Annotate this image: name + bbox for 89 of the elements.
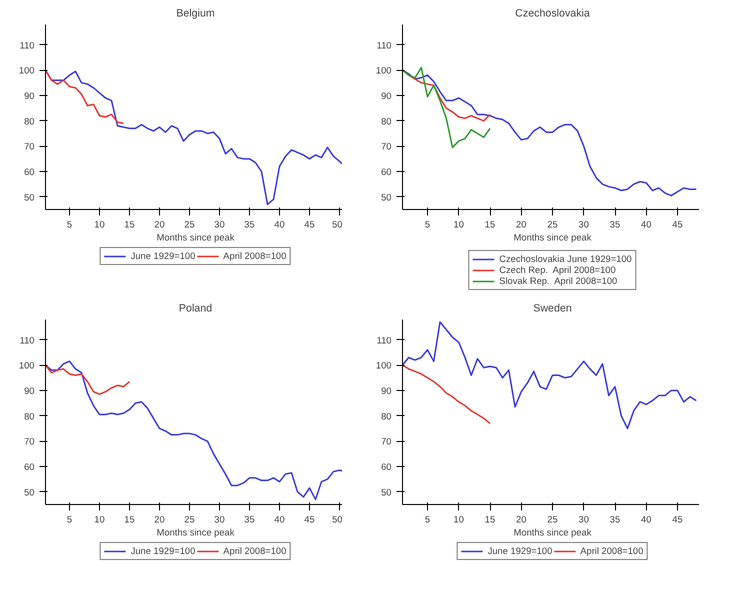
x-tick-label: 35 — [244, 220, 255, 230]
y-tick-label: 70 — [381, 436, 392, 447]
x-tick-label: 45 — [304, 220, 315, 230]
line-series — [402, 69, 697, 196]
line-series — [402, 364, 491, 424]
x-tick-label: 25 — [547, 514, 558, 524]
x-tick-label: 35 — [244, 514, 255, 524]
legend-label: April 2008=100 — [223, 251, 286, 261]
y-tick-label: 50 — [24, 487, 35, 498]
legend-label: April 2008=100 — [223, 546, 286, 556]
x-tick-label: 45 — [672, 220, 683, 230]
x-tick-label: 15 — [124, 220, 135, 230]
x-tick-label: 40 — [641, 514, 652, 524]
x-tick-label: 20 — [516, 514, 526, 524]
x-axis-title: Months since peak — [156, 232, 235, 242]
y-tick-label: 60 — [24, 166, 35, 177]
x-tick-label: 30 — [578, 514, 589, 524]
legend-label: Slovak Rep. April 2008=100 — [499, 276, 618, 286]
legend-label: April 2008=100 — [580, 546, 644, 556]
x-tick-label: 15 — [124, 514, 135, 524]
y-tick-label: 110 — [20, 335, 35, 346]
x-tick-label: 5 — [424, 220, 430, 230]
y-tick-label: 70 — [24, 436, 35, 447]
x-tick-label: 40 — [641, 220, 652, 230]
y-tick-label: 70 — [381, 142, 392, 152]
line-series — [46, 69, 124, 124]
x-tick-label: 25 — [547, 220, 558, 230]
x-tick-label: 15 — [484, 220, 496, 230]
y-tick-label: 60 — [381, 166, 392, 177]
x-tick-label: 30 — [214, 220, 225, 230]
line-series — [46, 364, 130, 396]
legend-label: Czech Rep. April 2008=100 — [499, 265, 616, 275]
legend-label: Czechoslovakia June 1929=100 — [499, 254, 632, 264]
x-tick-label: 50 — [332, 514, 343, 524]
x-tick-label: 20 — [154, 514, 165, 524]
y-tick-label: 70 — [24, 142, 35, 152]
y-tick-label: 50 — [381, 487, 392, 498]
x-tick-label: 5 — [424, 514, 430, 524]
line-series — [402, 321, 697, 430]
y-tick-label: 100 — [376, 360, 392, 371]
y-tick-label: 80 — [381, 411, 392, 422]
y-tick-label: 80 — [381, 116, 392, 126]
x-tick-label: 10 — [454, 220, 464, 230]
chart-title: Poland — [178, 302, 212, 314]
x-tick-label: 50 — [332, 220, 343, 230]
x-axis-title: Months since peak — [156, 528, 235, 538]
chart-title: Belgium — [176, 8, 215, 20]
x-axis-title: Months since peak — [514, 232, 592, 242]
y-tick-label: 60 — [24, 462, 35, 472]
y-tick-label: 90 — [381, 90, 392, 101]
x-tick-label: 30 — [578, 220, 589, 230]
x-tick-label: 45 — [304, 514, 315, 524]
y-tick-label: 50 — [381, 192, 392, 202]
y-tick-label: 100 — [18, 66, 35, 76]
y-tick-label: 80 — [24, 116, 35, 126]
y-tick-label: 60 — [381, 462, 392, 472]
x-tick-label: 30 — [214, 514, 225, 524]
x-tick-label: 35 — [610, 220, 620, 230]
y-tick-label: 50 — [24, 192, 35, 202]
y-tick-label: 100 — [18, 360, 35, 371]
x-tick-label: 10 — [94, 514, 105, 524]
x-tick-label: 10 — [454, 514, 464, 524]
y-tick-label: 80 — [24, 411, 35, 422]
x-tick-label: 10 — [94, 220, 105, 230]
y-tick-label: 90 — [24, 90, 35, 101]
x-tick-label: 20 — [516, 220, 526, 230]
x-tick-label: 5 — [66, 220, 72, 230]
x-tick-label: 40 — [274, 220, 285, 230]
x-tick-label: 20 — [154, 220, 165, 230]
x-tick-label: 40 — [274, 514, 285, 524]
chart-title: Czechoslovakia — [515, 8, 590, 20]
x-tick-label: 5 — [66, 514, 72, 524]
line-series — [402, 66, 491, 148]
chart-title: Sweden — [533, 302, 572, 314]
y-tick-label: 90 — [381, 386, 392, 396]
y-tick-label: 100 — [376, 66, 392, 76]
legend-label: June 1929=100 — [488, 546, 552, 556]
x-tick-label: 25 — [184, 514, 195, 524]
y-tick-label: 110 — [376, 40, 392, 50]
x-axis-title: Months since peak — [514, 528, 592, 538]
y-tick-label: 110 — [376, 335, 392, 346]
legend-label: June 1929=100 — [130, 546, 196, 556]
x-tick-label: 45 — [672, 514, 683, 524]
x-tick-label: 25 — [184, 220, 195, 230]
y-tick-label: 90 — [24, 386, 35, 396]
x-tick-label: 35 — [610, 514, 620, 524]
y-tick-label: 110 — [20, 40, 35, 50]
legend-label: June 1929=100 — [130, 251, 196, 261]
x-tick-label: 15 — [484, 514, 496, 524]
